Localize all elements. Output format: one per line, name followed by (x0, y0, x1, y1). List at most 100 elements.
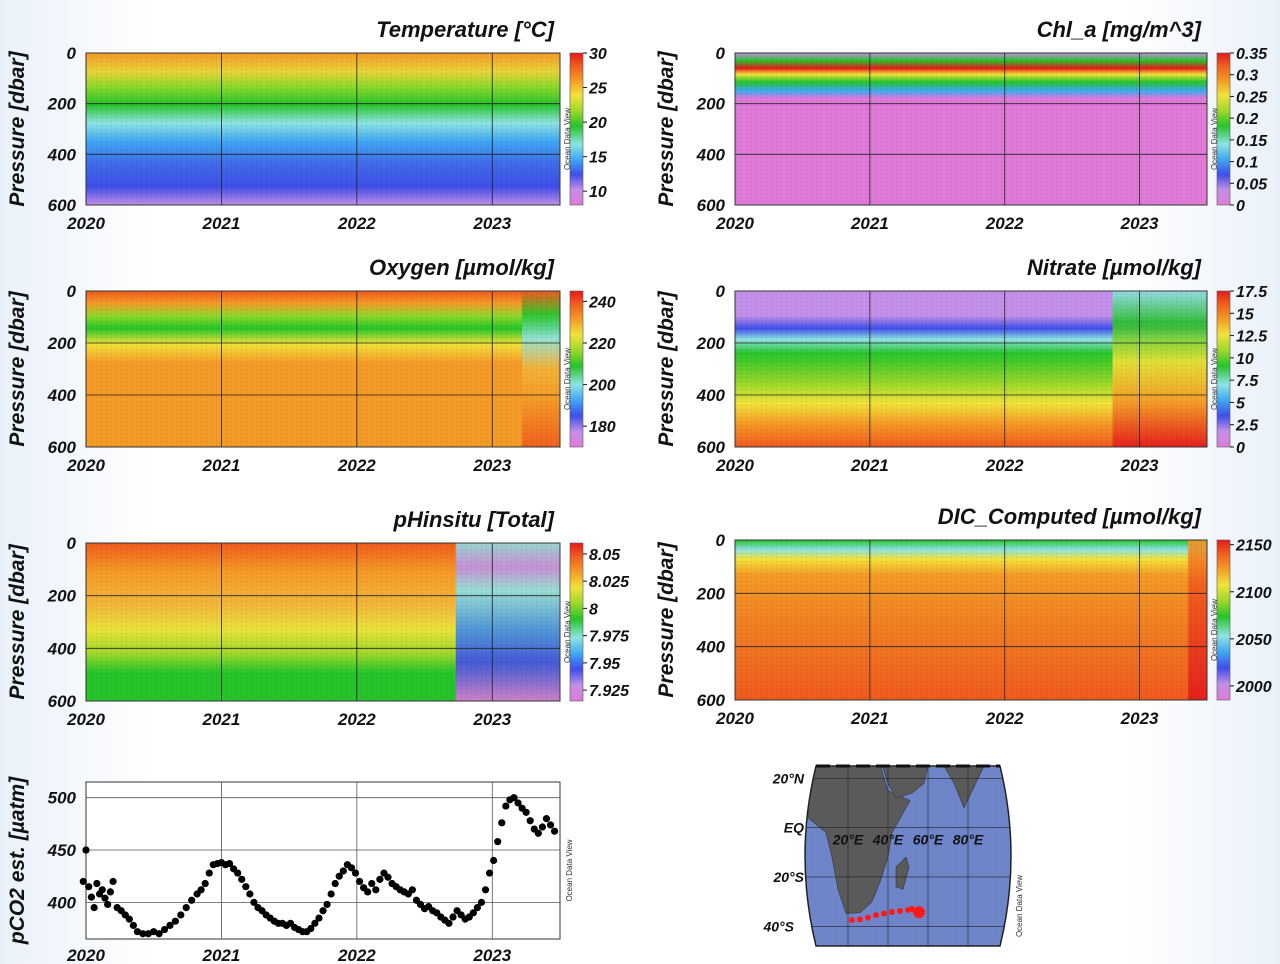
x-tick-label: 2022 (985, 709, 1024, 728)
y-tick-label: 0 (716, 282, 726, 301)
section-panel-4: pHinsitu [Total] Pressure [dbar] 0 200 400 60… (6, 507, 630, 729)
lon-label: 80°E (953, 832, 984, 848)
y-axis-label: pCO2 est. [µatm] (6, 776, 29, 945)
x-tick-label: 2022 (337, 214, 376, 233)
data-point (347, 864, 356, 872)
data-point (98, 886, 106, 894)
panel-title: DIC_Computed [µmol/kg] (938, 504, 1202, 529)
data-point (205, 869, 213, 877)
y-tick-label: 200 (696, 584, 726, 603)
data-point (166, 921, 174, 929)
odv-watermark: Ocean Data View (1015, 875, 1024, 937)
colorbar (1216, 52, 1231, 206)
float-position (857, 916, 863, 923)
x-tick-label: 2021 (850, 709, 889, 728)
data-point (155, 930, 163, 938)
colorbar-tick-label: 7.5 (1236, 373, 1259, 390)
data-point (311, 919, 319, 927)
data-point (384, 873, 392, 881)
y-tick-label: 500 (48, 789, 77, 808)
x-tick-label: 2023 (1120, 214, 1159, 233)
data-point (246, 890, 254, 898)
x-tick-label: 2023 (1120, 709, 1159, 728)
lon-label: 20°E (832, 832, 864, 848)
data-point (368, 879, 376, 888)
data-point (445, 919, 453, 927)
x-tick-label: 2021 (202, 946, 241, 964)
colorbar-tick-label: 10 (589, 184, 607, 201)
colorbar-tick-label: 0 (1236, 198, 1245, 215)
data-point (225, 860, 234, 868)
x-tick-label: 2020 (715, 214, 754, 233)
data-point (125, 915, 133, 923)
y-tick-label: 0 (716, 44, 726, 63)
y-tick-label: 0 (716, 531, 726, 550)
data-point (104, 900, 112, 909)
colorbar-tick-label: 8.05 (589, 547, 621, 564)
x-tick-label: 2021 (202, 710, 241, 729)
data-point (546, 821, 555, 829)
y-tick-label: 200 (696, 334, 726, 353)
plot-frame (734, 539, 1208, 701)
y-tick-label: 400 (696, 386, 726, 405)
data-point (355, 877, 364, 886)
x-tick-label: 2022 (337, 710, 376, 729)
x-tick-label: 2020 (66, 214, 105, 233)
float-position (873, 912, 879, 919)
colorbar-tick-label: 0.1 (1236, 155, 1258, 172)
data-point (109, 877, 117, 886)
x-tick-label: 2022 (337, 456, 376, 475)
data-point (139, 930, 147, 938)
data-point (177, 911, 185, 919)
y-axis-label: Pressure [dbar] (655, 50, 678, 206)
data-point (144, 930, 152, 938)
x-tick-label: 2023 (472, 710, 511, 729)
data-point (93, 879, 101, 888)
y-tick-label: 400 (47, 145, 77, 164)
data-point (201, 879, 209, 888)
data-point (335, 872, 343, 880)
madagascar-landmass (895, 856, 910, 890)
data-point (82, 846, 90, 854)
colorbar-tick-label: 12.5 (1236, 329, 1268, 346)
colorbar-tick-label: 180 (589, 419, 616, 436)
y-tick-label: 0 (67, 282, 77, 301)
colorbar-tick-label: 15 (589, 150, 608, 167)
data-point (87, 893, 96, 901)
data-point (469, 909, 477, 917)
colorbar-tick-label: 7.925 (589, 683, 630, 700)
colorbar-tick-label: 2.5 (1235, 418, 1259, 435)
data-point (498, 819, 506, 827)
colorbar-tick-label: 7.975 (589, 629, 630, 646)
odv-watermark: Ocean Data View (1210, 348, 1219, 410)
plot-frame (85, 781, 561, 940)
colorbar (1216, 539, 1231, 701)
data-point (522, 808, 530, 816)
data-point (538, 823, 546, 831)
data-point (364, 888, 372, 896)
panel-title: pHinsitu [Total] (393, 507, 555, 532)
x-tick-label: 2022 (337, 946, 376, 964)
odv-watermark: Ocean Data View (563, 108, 572, 170)
data-point (182, 904, 190, 912)
lat-label: 20°S (772, 869, 804, 885)
float-position (881, 910, 887, 917)
y-tick-label: 600 (697, 196, 726, 215)
map-body (805, 766, 1011, 946)
data-point (490, 856, 498, 865)
colorbar-tick-label: 0.3 (1236, 68, 1258, 85)
data-point (339, 867, 347, 875)
float-position (897, 907, 903, 914)
section-panel-2: Oxygen [µmol/kg] Pressure [dbar] 0 200 400 60… (6, 255, 616, 475)
data-point (510, 794, 518, 802)
y-tick-label: 400 (47, 639, 77, 658)
y-tick-label: 400 (47, 893, 77, 912)
x-tick-label: 2022 (985, 214, 1024, 233)
data-point (550, 827, 559, 835)
data-point (526, 817, 534, 825)
y-tick-label: 0 (67, 534, 77, 553)
odv-watermark: Ocean Data View (565, 839, 574, 901)
data-point (514, 799, 522, 807)
africa-landmass (807, 766, 911, 914)
